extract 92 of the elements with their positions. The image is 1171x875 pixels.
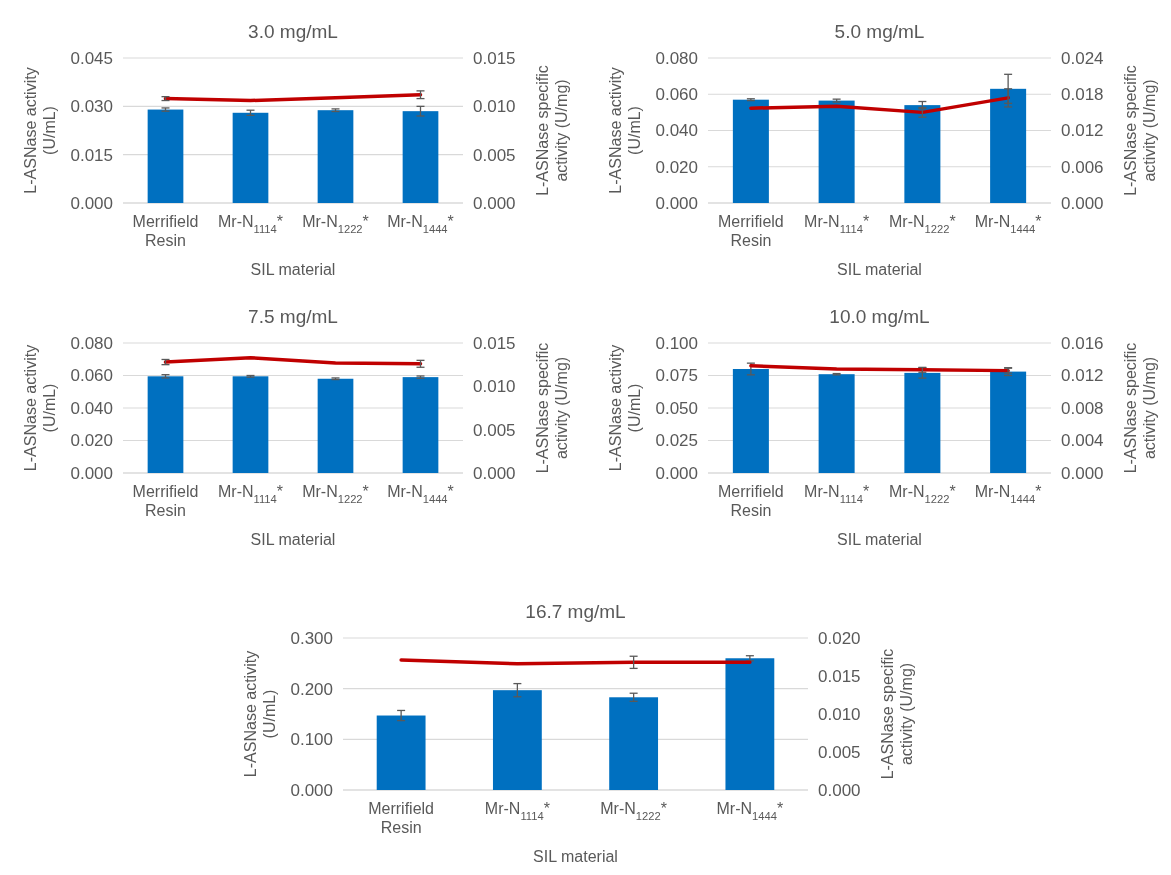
y2-tick-label: 0.000	[473, 193, 516, 213]
x-tick-label: Mr-N$_{1222}$*	[302, 213, 369, 235]
y2-tick-label: 0.020	[818, 628, 861, 648]
x-tick-label: Mr-N$_{1114}$*	[804, 213, 870, 235]
y2-tick-label: 0.000	[818, 780, 861, 800]
y-tick-label: 0.020	[655, 157, 698, 177]
x-tick-label: Merrifield Resin	[132, 213, 199, 249]
x-tick-label: Mr-N$_{1444}$*	[974, 483, 1042, 505]
y-axis-title: L-ASNase activity (U/mL)	[21, 67, 58, 194]
y2-tick-label: 0.015	[818, 666, 861, 686]
y-tick-label: 0.300	[290, 628, 333, 648]
y2-tick-label: 0.008	[1061, 398, 1104, 418]
y2-tick-label: 0.012	[1061, 121, 1104, 141]
bar	[725, 658, 775, 790]
x-axis-title: SIL material	[533, 848, 618, 865]
y2-axis-title: L-ASNase specific activity (U/mg)	[1121, 65, 1158, 196]
y2-tick-label: 0.015	[473, 48, 516, 68]
x-tick-label: Merrifield Resin	[717, 483, 784, 519]
y2-axis-title: L-ASNase specific activity (U/mg)	[878, 648, 915, 780]
y2-tick-label: 0.016	[1061, 333, 1104, 353]
y2-tick-label: 0.015	[473, 333, 516, 353]
x-axis-title: SIL material	[250, 261, 336, 278]
x-tick-label: Merrifield Resin	[368, 800, 435, 836]
y-tick-label: 0.000	[655, 193, 698, 213]
y-axis-title: L-ASNase activity (U/mL)	[606, 344, 643, 472]
x-tick-label: Mr-N$_{1222}$*	[889, 483, 956, 505]
y-tick-label: 0.050	[655, 398, 698, 418]
chart-title: 10.0 mg/mL	[829, 306, 930, 327]
x-tick-label: Mr-N$_{1444}$*	[974, 213, 1042, 235]
y2-tick-label: 0.024	[1061, 48, 1104, 68]
x-tick-label: Mr-N$_{1114}$*	[804, 483, 870, 505]
chart-title: 7.5 mg/mL	[248, 306, 338, 327]
y2-tick-label: 0.000	[1061, 193, 1104, 213]
y-tick-label: 0.040	[70, 398, 113, 418]
y-tick-label: 0.060	[655, 85, 698, 105]
y2-tick-label: 0.012	[1061, 366, 1104, 386]
y-tick-label: 0.040	[655, 121, 698, 141]
y-tick-label: 0.100	[290, 730, 333, 750]
y2-tick-label: 0.018	[1061, 85, 1104, 105]
y2-tick-label: 0.010	[818, 704, 861, 724]
y2-axis-title: L-ASNase specific activity (U/mg)	[533, 65, 570, 196]
chart-title: 16.7 mg/mL	[525, 601, 626, 622]
bar	[376, 715, 426, 790]
bar	[609, 697, 659, 790]
y-tick-label: 0.030	[70, 97, 113, 117]
y2-axis-title: L-ASNase specific activity (U/mg)	[533, 342, 570, 474]
y-tick-label: 0.060	[70, 366, 113, 386]
y-axis-title: L-ASNase activity (U/mL)	[606, 67, 643, 194]
x-tick-label: Mr-N$_{1222}$*	[600, 800, 667, 822]
chart-title: 3.0 mg/mL	[248, 21, 338, 42]
line-series	[749, 96, 1010, 115]
x-tick-label: Mr-N$_{1222}$*	[889, 213, 956, 235]
y-tick-label: 0.000	[70, 193, 113, 213]
x-tick-label: Mr-N$_{1444}$*	[387, 483, 454, 505]
x-tick-label: Mr-N$_{1114}$*	[484, 800, 550, 822]
y2-tick-label: 0.006	[1061, 157, 1104, 177]
y-tick-label: 0.000	[655, 463, 698, 483]
y-tick-label: 0.075	[655, 366, 698, 386]
y-axis-title: L-ASNase activity (U/mL)	[21, 344, 58, 472]
y2-tick-label: 0.010	[473, 377, 516, 397]
y-tick-label: 0.080	[655, 48, 698, 68]
y-tick-label: 0.200	[290, 679, 333, 699]
y-tick-label: 0.025	[655, 431, 698, 451]
x-tick-label: Mr-N$_{1444}$*	[716, 800, 784, 822]
y2-tick-label: 0.000	[473, 463, 516, 483]
y2-axis-title: L-ASNase specific activity (U/mg)	[1121, 342, 1158, 474]
x-tick-label: Mr-N$_{1444}$*	[387, 213, 454, 235]
y-tick-label: 0.045	[70, 48, 113, 68]
y2-tick-label: 0.005	[818, 742, 861, 762]
y-tick-label: 0.000	[290, 780, 333, 800]
x-axis-title: SIL material	[837, 531, 922, 548]
y-tick-label: 0.100	[655, 333, 698, 353]
y-tick-label: 0.020	[70, 431, 113, 451]
line-series	[163, 355, 423, 366]
y2-tick-label: 0.004	[1061, 431, 1104, 451]
x-tick-label: Mr-N$_{1114}$*	[217, 213, 284, 235]
y2-tick-label: 0.005	[473, 420, 516, 440]
x-tick-label: Mr-N$_{1114}$*	[217, 483, 284, 505]
x-axis-title: SIL material	[837, 261, 922, 278]
y-tick-label: 0.015	[70, 145, 113, 165]
x-tick-label: Mr-N$_{1222}$*	[302, 483, 369, 505]
x-tick-label: Merrifield Resin	[132, 483, 199, 519]
y-axis-title: L-ASNase activity (U/mL)	[241, 650, 278, 778]
y2-tick-label: 0.010	[473, 97, 516, 117]
y-tick-label: 0.000	[70, 463, 113, 483]
chart-title: 5.0 mg/mL	[834, 21, 925, 42]
x-axis-title: SIL material	[250, 531, 336, 548]
y2-tick-label: 0.000	[1061, 463, 1104, 483]
x-tick-label: Merrifield Resin	[717, 213, 784, 249]
y-tick-label: 0.080	[70, 333, 113, 353]
y2-tick-label: 0.005	[473, 145, 516, 165]
bar	[492, 690, 542, 790]
